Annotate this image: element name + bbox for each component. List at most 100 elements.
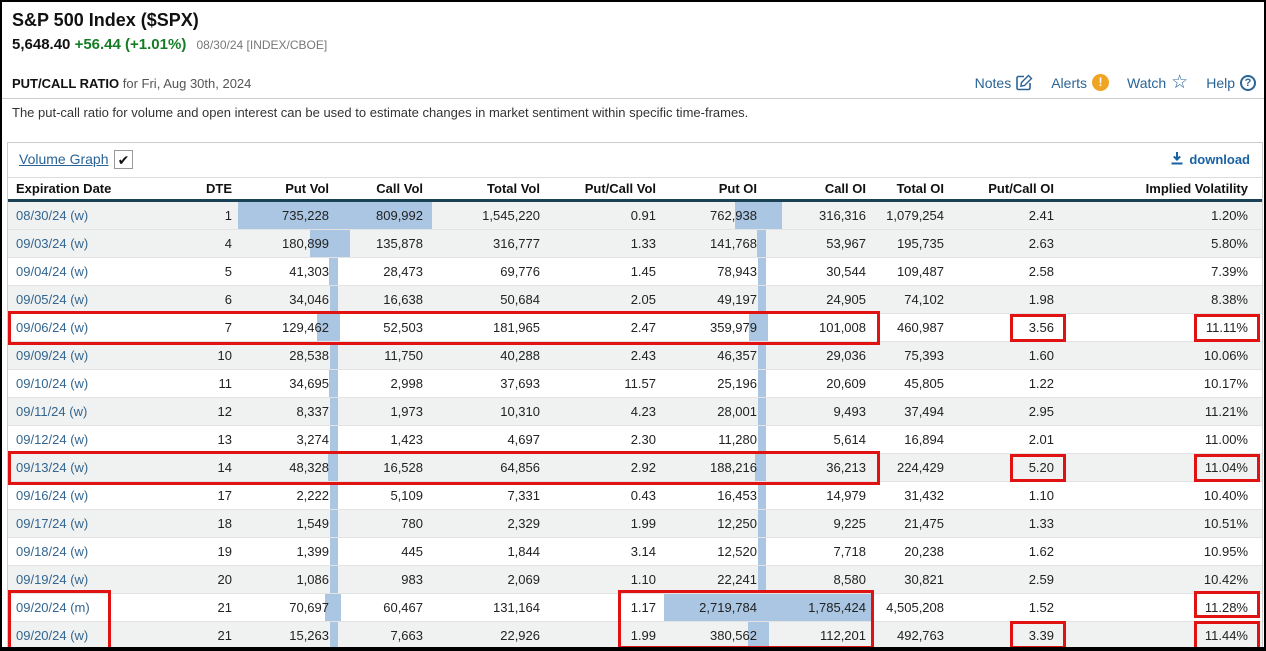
expiration-date-link[interactable]: 09/03/24 (w) [16, 236, 89, 251]
table-cell: 2,719,784 [664, 594, 762, 621]
expiration-date-link[interactable]: 09/19/24 (w) [16, 572, 89, 587]
volume-bar [762, 538, 766, 565]
cell-value: 10.95% [1203, 544, 1248, 559]
table-cell: 7,663 [334, 622, 432, 647]
expiration-date-link[interactable]: 09/05/24 (w) [16, 292, 89, 307]
expiration-date-link[interactable]: 09/09/24 (w) [16, 348, 89, 363]
cell-value: 21 [217, 600, 232, 615]
volume-bar [334, 622, 338, 647]
notes-link[interactable]: Notes [975, 74, 1034, 91]
cell-value: 4,505,208 [886, 600, 944, 615]
cell-value: 10.40% [1203, 488, 1248, 503]
cell-value: 1.20% [1211, 208, 1248, 223]
cell-value: 7,331 [507, 488, 540, 503]
volume-bar [329, 286, 334, 313]
expiration-date-link[interactable]: 09/16/24 (w) [16, 488, 89, 503]
cell-value: 34,046 [289, 292, 329, 307]
volume-graph-checkbox[interactable]: ✔ [114, 150, 133, 169]
cell-value: 7.39% [1211, 264, 1248, 279]
alert-icon: ! [1092, 74, 1109, 91]
volume-bar [328, 258, 334, 285]
cell-value: 380,562 [710, 628, 757, 643]
table-cell: 8.38% [1060, 286, 1262, 313]
column-header-total-oi: Total OI [896, 181, 944, 196]
table-row: 09/11/24 (w) 12 8,337 1,973 10,310 4.23 28,001… [8, 398, 1262, 426]
table-row: 09/17/24 (w) 18 1,549 780 2,329 1.99 12,250 9,2… [8, 510, 1262, 538]
volume-bar [334, 258, 338, 285]
cell-value: 12,250 [717, 516, 757, 531]
cell-value: 180,899 [282, 236, 329, 251]
cell-value: 1.62 [1028, 544, 1054, 559]
expiration-date-link[interactable]: 09/20/24 (w) [16, 628, 89, 643]
expiration-date-link[interactable]: 09/20/24 (m) [16, 600, 90, 615]
cell-value: 10.17% [1203, 376, 1248, 391]
table-cell: 29,036 [762, 342, 874, 369]
expiration-date-link[interactable]: 09/18/24 (w) [16, 544, 89, 559]
table-cell: 52,503 [334, 314, 432, 341]
watch-link[interactable]: Watch ☆ [1127, 72, 1189, 93]
expiration-date-link[interactable]: 09/06/24 (w) [16, 320, 89, 335]
cell-value: 24,905 [826, 292, 866, 307]
cell-value: 0.43 [630, 488, 656, 503]
table-cell: 3,274 [238, 426, 334, 453]
expiration-date-link[interactable]: 09/12/24 (w) [16, 432, 89, 447]
table-cell: 7 [158, 314, 238, 341]
table-cell: 2.05 [544, 286, 664, 313]
table-cell: 2,998 [334, 370, 432, 397]
table-cell: 16,528 [334, 454, 432, 481]
cell-value: 6 [224, 292, 232, 307]
help-link[interactable]: Help ? [1206, 74, 1256, 91]
cell-value: 101,008 [819, 320, 866, 335]
table-cell: 14 [158, 454, 238, 481]
table-cell: 2.95 [950, 398, 1060, 425]
expiration-date-cell: 09/05/24 (w) [8, 286, 158, 313]
table-header-row: Expiration Date DTE Put Vol Call Vol Total V… [8, 178, 1262, 202]
cell-value: 19 [217, 544, 232, 559]
cell-value: 2.05 [630, 292, 656, 307]
cell-value: 28,473 [383, 264, 423, 279]
table-cell: 380,562 [664, 622, 762, 647]
table-cell: 22,241 [664, 566, 762, 593]
expiration-date-link[interactable]: 09/11/24 (w) [16, 404, 88, 419]
expiration-date-link[interactable]: 09/04/24 (w) [16, 264, 89, 279]
table-cell: 25,196 [664, 370, 762, 397]
table-cell: 1.20% [1060, 202, 1262, 229]
cell-value: 10 [217, 348, 232, 363]
download-button[interactable]: download [1170, 151, 1250, 168]
expiration-date-link[interactable]: 09/13/24 (w) [16, 460, 89, 475]
volume-bar [762, 314, 769, 341]
cell-value: 2,069 [507, 572, 540, 587]
cell-value: 4,697 [507, 432, 540, 447]
volume-bar [756, 230, 762, 257]
cell-value: 1,549 [296, 516, 329, 531]
table-cell: 28,473 [334, 258, 432, 285]
table-cell: 19 [158, 538, 238, 565]
table-cell: 1.98 [950, 286, 1060, 313]
volume-bar [762, 230, 766, 257]
table-cell: 64,856 [432, 454, 544, 481]
table-cell: 141,768 [664, 230, 762, 257]
table-cell: 1,079,254 [874, 202, 950, 229]
table-cell: 14,979 [762, 482, 874, 509]
cell-value: 2.58 [1028, 264, 1054, 279]
cell-value: 3.56 [1028, 320, 1054, 335]
volume-bar [327, 454, 334, 481]
cell-value: 2,222 [296, 488, 329, 503]
expiration-date-link[interactable]: 09/10/24 (w) [16, 376, 89, 391]
table-row: 09/09/24 (w) 10 28,538 11,750 40,288 2.43 46,3… [8, 342, 1262, 370]
cell-value: 1.60 [1028, 348, 1054, 363]
cell-value: 11,750 [384, 348, 423, 363]
cell-value: 809,992 [376, 208, 423, 223]
alerts-link[interactable]: Alerts ! [1051, 74, 1109, 91]
volume-bar [334, 342, 338, 369]
table-cell: 1.62 [950, 538, 1060, 565]
table-cell: 2.43 [544, 342, 664, 369]
cell-value: 70,697 [289, 600, 329, 615]
table-cell: 1,545,220 [432, 202, 544, 229]
expiration-date-link[interactable]: 08/30/24 (w) [16, 208, 89, 223]
cell-value: 53,967 [826, 236, 866, 251]
cell-value: 21 [217, 628, 232, 643]
cell-value: 129,462 [282, 320, 329, 335]
volume-graph-link[interactable]: Volume Graph [19, 151, 109, 167]
expiration-date-link[interactable]: 09/17/24 (w) [16, 516, 89, 531]
